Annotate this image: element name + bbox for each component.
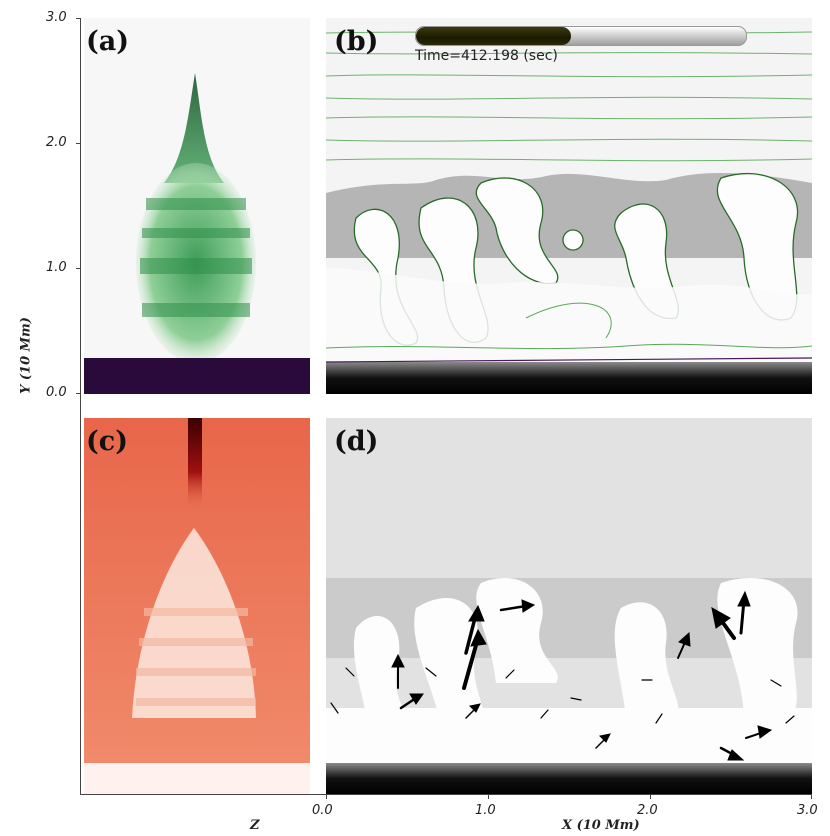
y-axis (80, 18, 81, 794)
time-progress-bar (415, 26, 747, 46)
z-axis-title: Z (250, 818, 260, 833)
panel-c-plume (84, 418, 310, 794)
y-tick-0: 0.0 (46, 385, 67, 400)
x-axis (80, 794, 812, 795)
panel-c-label: (c) (86, 426, 128, 457)
y-axis-title: Y (10 Mm) (18, 317, 34, 394)
x-tick-2: 2.0 (637, 803, 658, 818)
x-tick-3: 3.0 (797, 803, 818, 818)
panel-a-label: (a) (86, 26, 130, 57)
panel-a-density-side: (a) (84, 18, 310, 394)
panel-b-field (326, 31, 812, 394)
panel-b-label: (b) (334, 26, 379, 57)
panel-d-velocity-field: (d) (326, 418, 812, 794)
time-label: Time=412.198 (sec) (415, 48, 558, 64)
panel-a-plume (84, 73, 310, 394)
panel-b-density-field: (b) (326, 18, 812, 394)
y-tick-2: 2.0 (46, 135, 67, 150)
x-tick-0: 0.0 (312, 803, 333, 818)
time-progress-fill (416, 27, 572, 45)
panel-d-field (326, 577, 812, 794)
panel-c-temperature-side: (c) (84, 418, 310, 794)
x-tick-1: 1.0 (475, 803, 496, 818)
panel-d-label: (d) (334, 426, 379, 457)
x-axis-title: X (10 Mm) (562, 818, 640, 833)
y-tick-1: 1.0 (46, 260, 67, 275)
y-tick-3: 3.0 (46, 10, 67, 25)
